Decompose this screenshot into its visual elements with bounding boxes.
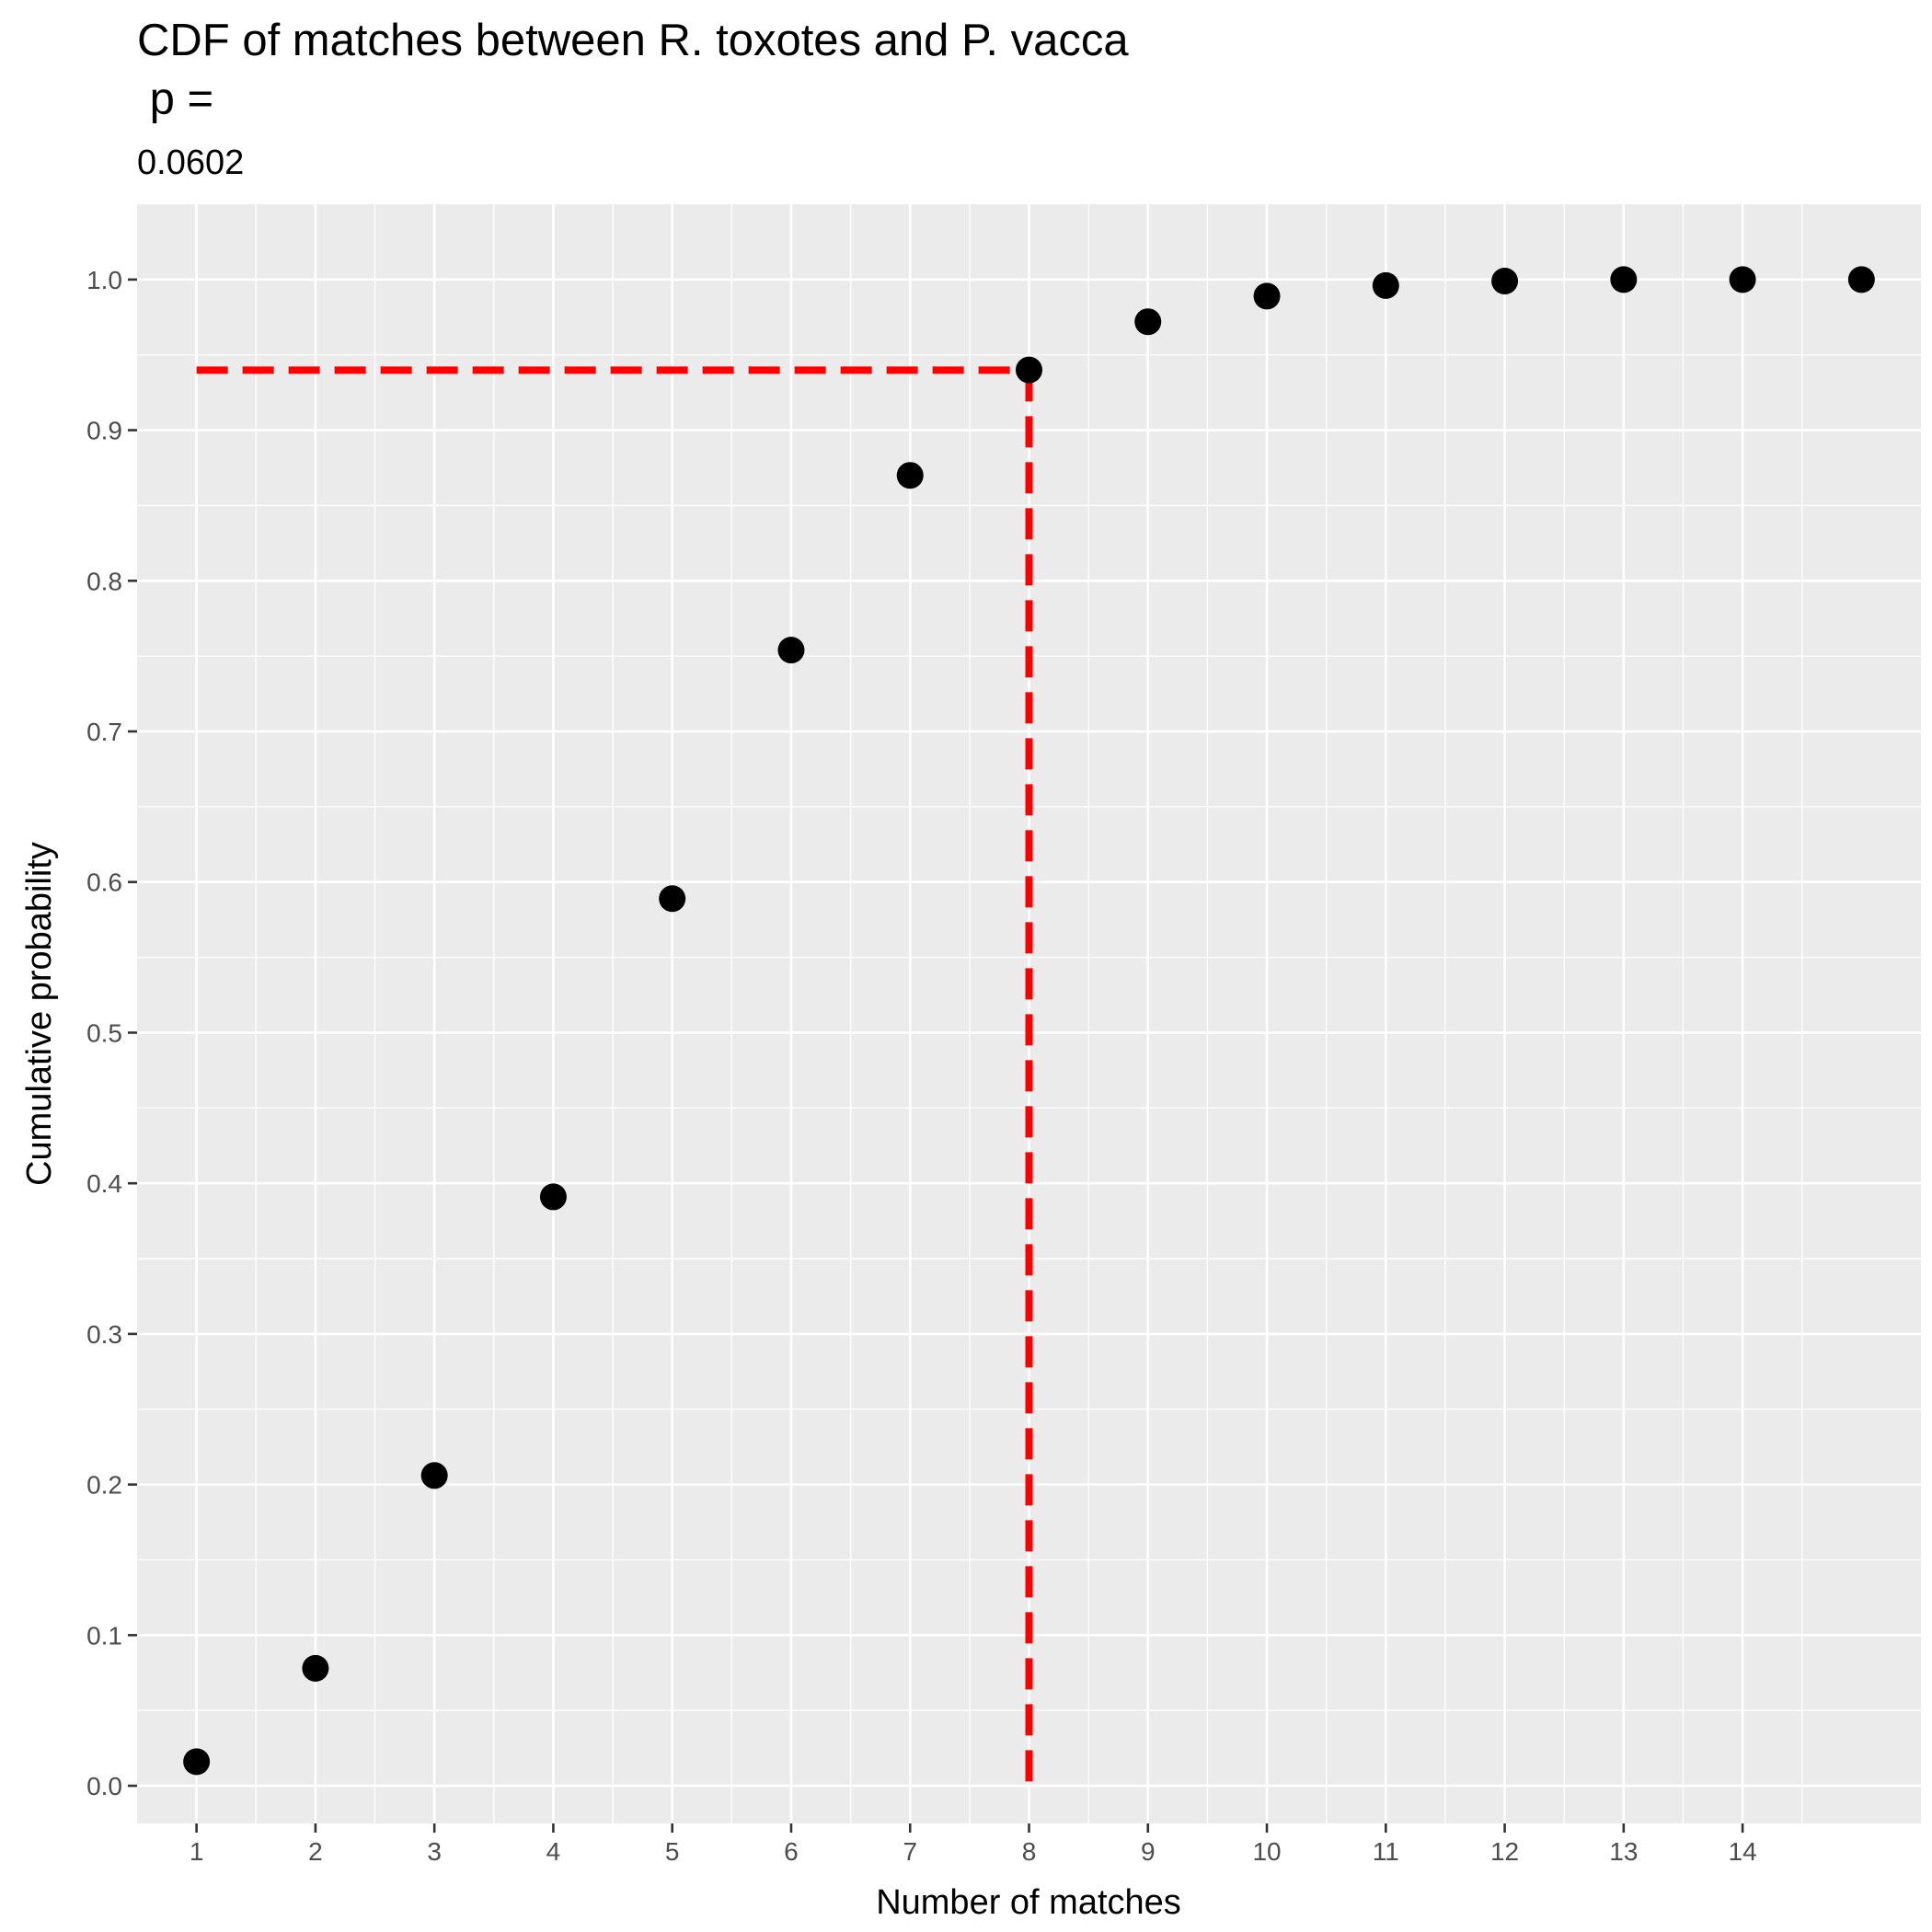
x-tick-label: 8	[1022, 1837, 1037, 1866]
y-axis-title: Cumulative probability	[20, 842, 59, 1186]
x-tick-label: 9	[1141, 1837, 1156, 1866]
x-axis-title: Number of matches	[876, 1883, 1181, 1922]
data-point	[183, 1748, 210, 1775]
data-point	[1373, 272, 1399, 299]
data-point	[897, 462, 924, 489]
x-tick-label: 6	[784, 1837, 799, 1866]
y-tick-label: 0.3	[86, 1320, 122, 1349]
y-tick-label: 0.6	[86, 868, 122, 897]
x-tick-label: 13	[1609, 1837, 1638, 1866]
data-point	[659, 885, 685, 912]
x-tick-label: 10	[1252, 1837, 1281, 1866]
data-point	[1016, 357, 1042, 384]
x-tick-label: 12	[1490, 1837, 1519, 1866]
x-tick-label: 4	[546, 1837, 561, 1866]
data-point	[1491, 268, 1518, 294]
data-point	[302, 1655, 328, 1682]
x-tick-label: 3	[427, 1837, 442, 1866]
x-tick-label: 14	[1729, 1837, 1757, 1866]
data-point	[777, 637, 804, 663]
y-axis-ticks: 0.0 0.1 0.2 0.3 0.4 0.5 0.6 0.7 0.8 0.9 1.0	[86, 266, 137, 1800]
x-tick-label: 7	[903, 1837, 917, 1866]
y-tick-label: 0.4	[86, 1169, 122, 1198]
data-point	[1254, 282, 1281, 309]
x-tick-label: 5	[665, 1837, 680, 1866]
x-tick-label: 1	[190, 1837, 204, 1866]
y-tick-label: 0.5	[86, 1018, 122, 1047]
x-axis-ticks: 1 2 3 4 5 6 7 8 9 10 11 12 13 14	[190, 1823, 1757, 1866]
x-tick-label: 2	[308, 1837, 323, 1866]
chart-title-line2: p =	[137, 75, 213, 124]
chart-title-line1: CDF of matches between R. toxotes and P.…	[137, 16, 1129, 65]
y-tick-label: 0.0	[86, 1772, 122, 1800]
data-point	[1848, 266, 1875, 293]
y-tick-label: 1.0	[86, 266, 122, 294]
y-tick-label: 0.8	[86, 567, 122, 595]
data-point	[1610, 266, 1637, 293]
data-point	[1134, 308, 1161, 335]
y-tick-label: 0.2	[86, 1471, 122, 1500]
data-point	[1730, 266, 1756, 293]
data-point	[421, 1462, 448, 1489]
y-tick-label: 0.7	[86, 718, 122, 746]
data-point	[540, 1183, 567, 1210]
chart-subtitle: 0.0602	[137, 144, 244, 182]
y-tick-label: 0.1	[86, 1621, 122, 1650]
y-tick-label: 0.9	[86, 417, 122, 445]
x-tick-label: 11	[1373, 1837, 1399, 1866]
